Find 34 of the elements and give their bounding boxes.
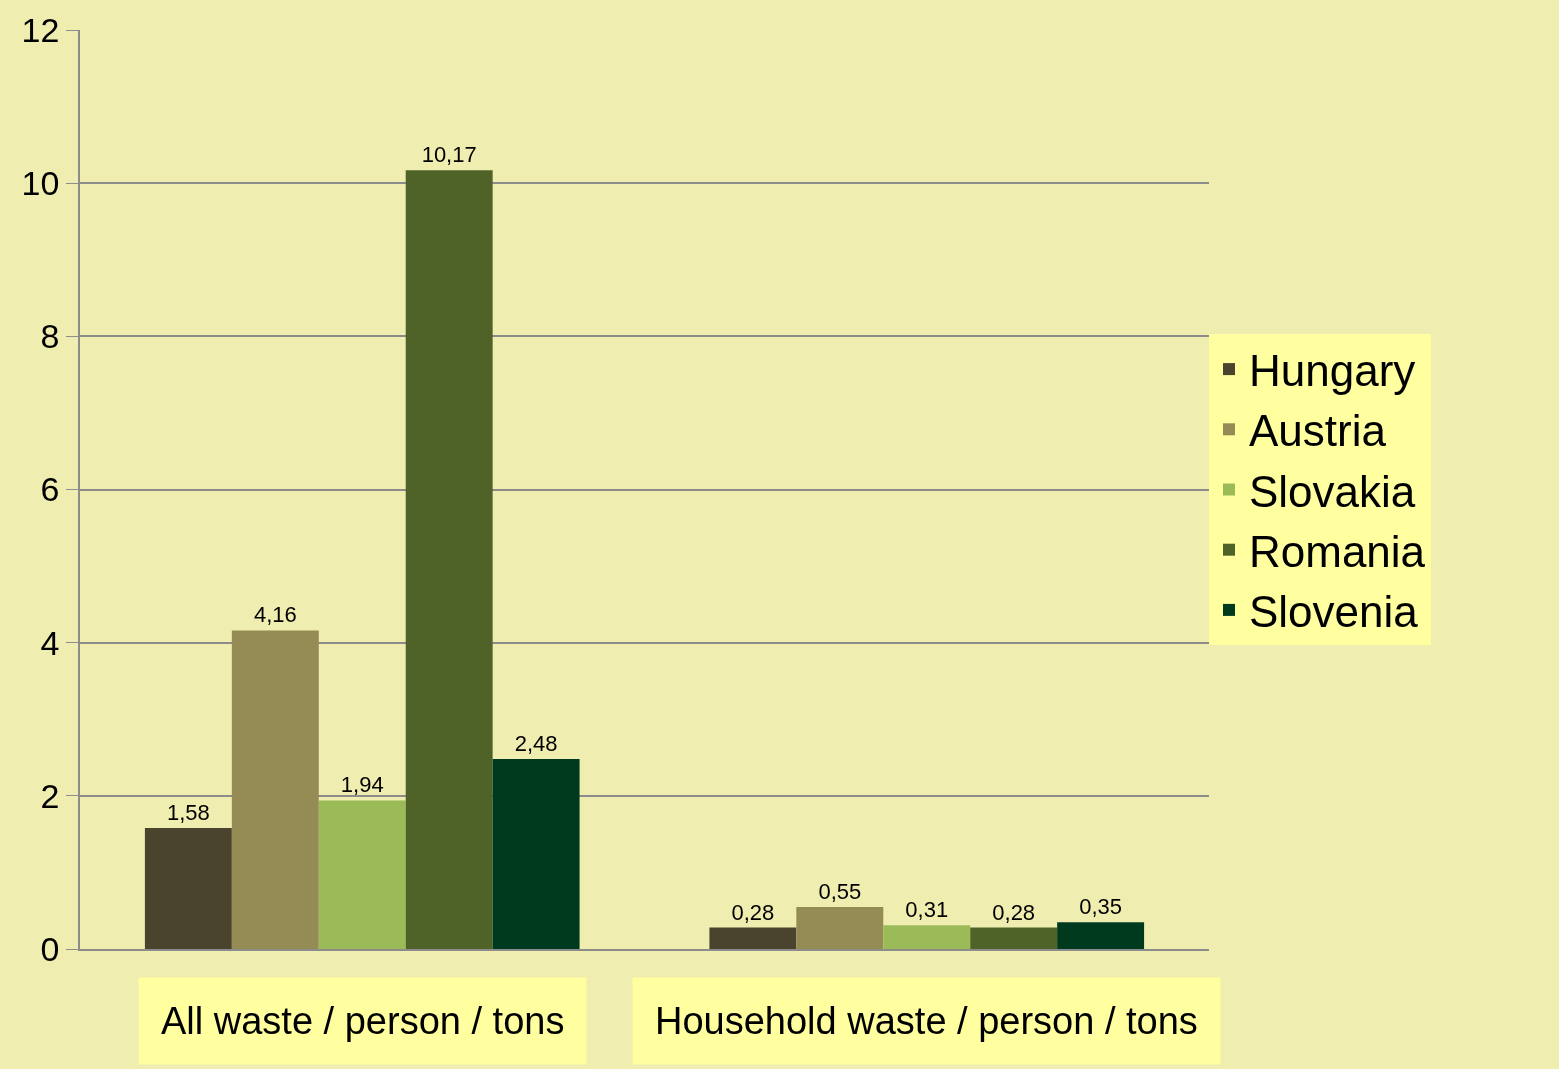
data-label: 0,55	[818, 878, 862, 904]
bar	[231, 630, 319, 949]
bar	[970, 927, 1058, 949]
bar	[405, 170, 493, 949]
data-label: 1,58	[166, 800, 210, 825]
legend-label: Hungary	[1249, 346, 1416, 396]
y-tick-label: 6	[40, 470, 60, 509]
y-tick-label: 10	[21, 164, 60, 203]
x-tick-label: Household waste / person / tons	[655, 1000, 1198, 1042]
legend-label: Slovakia	[1249, 466, 1416, 516]
data-label: 0,28	[992, 899, 1036, 925]
y-tick-label: 12	[21, 10, 60, 49]
y-tick-label: 4	[40, 623, 60, 662]
y-tick-label: 0	[40, 929, 60, 968]
bar	[492, 759, 580, 949]
y-tick-label: 2	[40, 776, 60, 815]
data-label: 10,17	[421, 142, 477, 168]
x-tick-label: All waste / person / tons	[161, 1000, 565, 1042]
data-label: 0,31	[905, 897, 949, 923]
bar	[144, 828, 232, 949]
bar	[318, 800, 406, 949]
legend-label: Slovenia	[1249, 587, 1419, 637]
y-tick-label: 8	[40, 317, 60, 356]
legend-label: Romania	[1249, 526, 1426, 576]
bar	[883, 925, 971, 949]
data-label: 1,94	[340, 772, 384, 798]
data-label: 4,16	[253, 602, 297, 628]
legend-label: Austria	[1249, 406, 1387, 456]
data-label: 0,35	[1079, 894, 1123, 920]
bar	[709, 927, 797, 949]
bar	[796, 906, 884, 949]
data-label: 0,28	[731, 899, 775, 925]
bar	[1057, 922, 1145, 949]
data-label: 2,48	[514, 731, 558, 757]
